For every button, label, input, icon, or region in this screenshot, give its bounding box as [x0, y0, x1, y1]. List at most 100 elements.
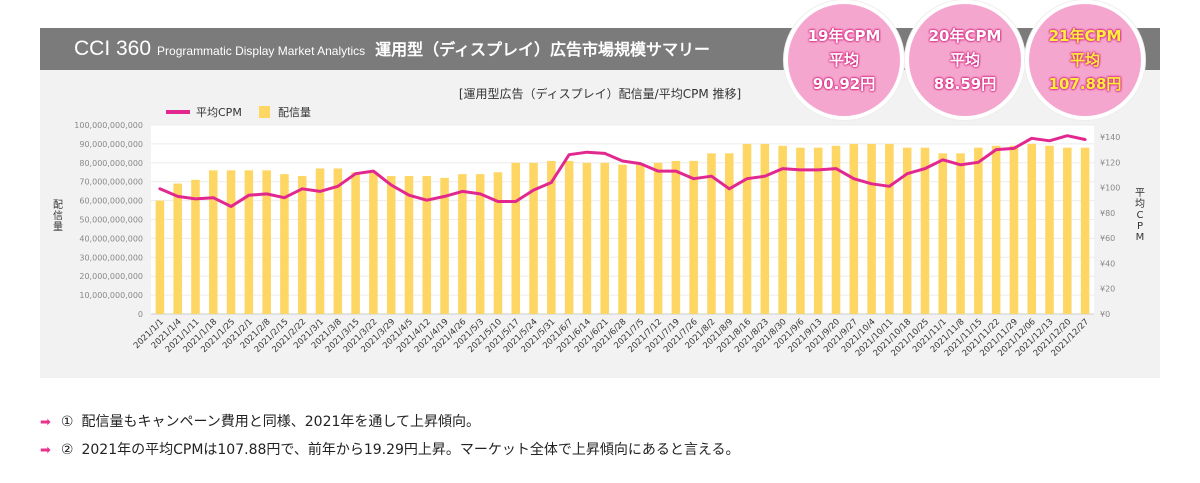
cpm-2021-bubble: 21年CPM 平均 107.88円	[1025, 0, 1145, 120]
bar	[742, 143, 752, 314]
bar	[493, 172, 503, 314]
bar	[636, 164, 645, 314]
bubble-label: 平均	[949, 51, 980, 69]
arrow-right-icon: ➡	[40, 415, 51, 430]
bar	[938, 153, 948, 314]
bar	[564, 160, 574, 314]
bar	[458, 174, 467, 314]
y2-tick-label: ¥20	[1100, 285, 1115, 294]
y-axis-right: ¥0 ¥20 ¥40 ¥60 ¥80 ¥100 ¥120 ¥140	[1100, 133, 1120, 319]
bar	[226, 170, 236, 314]
y-tick-label: 10,000,000,000	[79, 291, 143, 300]
bar	[813, 147, 823, 314]
bar	[1045, 145, 1054, 314]
y-tick-label: 0	[138, 310, 143, 319]
page-title: 運用型（ディスプレイ）広告市場規模サマリー	[375, 40, 710, 59]
y-tick-label: 50,000,000,000	[79, 216, 143, 225]
bar	[351, 172, 360, 314]
bar	[547, 160, 556, 314]
bar	[600, 162, 609, 314]
bar	[653, 162, 663, 314]
y-tick-label: 70,000,000,000	[79, 178, 143, 187]
bar	[529, 162, 538, 314]
bar-series	[155, 143, 1090, 314]
bar	[671, 160, 681, 314]
bar	[315, 168, 325, 314]
legend-label-volume: 配信量	[278, 106, 311, 119]
bar	[404, 176, 414, 314]
y2-tick-label: ¥120	[1100, 158, 1120, 167]
bar	[618, 164, 627, 314]
bar	[440, 177, 449, 314]
bar	[386, 176, 396, 314]
cpm-2019-bubble: 19年CPM 平均 90.92円	[784, 0, 904, 120]
bar	[244, 170, 254, 314]
note-number: ②	[60, 442, 74, 458]
chart: [運用型広告（ディスプレイ）配信量/平均CPM 推移] 平均CPM 配信量 0 1…	[53, 86, 1145, 359]
bar	[1027, 143, 1036, 314]
y-tick-label: 90,000,000,000	[79, 140, 143, 149]
bar	[689, 160, 698, 314]
bar	[582, 162, 592, 314]
y2-tick-label: ¥60	[1100, 234, 1115, 243]
y-tick-label: 60,000,000,000	[79, 197, 143, 206]
bar	[707, 153, 716, 314]
y2-tick-label: ¥0	[1100, 310, 1110, 319]
brand-subtitle: Programmatic Display Market Analytics	[157, 44, 366, 58]
bubble-label: 平均	[1069, 51, 1100, 69]
y2-tick-label: ¥140	[1100, 133, 1120, 142]
bar	[724, 153, 734, 314]
bar	[920, 147, 930, 314]
bar	[173, 183, 182, 314]
y-tick-label: 30,000,000,000	[79, 253, 143, 262]
bubble-year: 20年CPM	[928, 27, 1002, 45]
bar	[280, 174, 289, 314]
y-tick-label: 40,000,000,000	[79, 234, 143, 243]
bar	[191, 179, 200, 314]
bar	[991, 145, 1001, 314]
y-tick-label: 20,000,000,000	[79, 272, 143, 281]
y2-tick-label: ¥80	[1100, 209, 1115, 218]
bubble-value: 90.92円	[812, 75, 876, 93]
bar	[849, 143, 859, 314]
legend-bar-swatch	[259, 106, 270, 118]
legend-label-cpm: 平均CPM	[196, 106, 242, 119]
bar	[1080, 147, 1090, 314]
bar	[422, 176, 432, 314]
note-text: 2021年の平均CPMは107.88円で、前年から19.29円上昇。マーケット全…	[81, 442, 740, 458]
bar	[475, 174, 485, 314]
bar	[885, 143, 894, 314]
bubble-year: 21年CPM	[1048, 27, 1122, 45]
bar	[297, 176, 307, 314]
bar	[956, 153, 965, 314]
cpm-2020-bubble: 20年CPM 平均 88.59円	[905, 0, 1025, 120]
y2-axis-label: 平均 C P M	[1135, 188, 1145, 243]
chart-title: [運用型広告（ディスプレイ）配信量/平均CPM 推移]	[459, 86, 741, 101]
bar	[1009, 145, 1019, 314]
bar	[831, 145, 841, 314]
bar	[333, 168, 343, 314]
bubble-value: 88.59円	[933, 75, 997, 93]
y-tick-label: 80,000,000,000	[79, 159, 143, 168]
notes: ➡ ① 配信量もキャンペーン費用と同様、2021年を通して上昇傾向。 ➡ ② 2021年…	[40, 408, 739, 464]
y-tick-label: 100,000,000,000	[74, 121, 143, 130]
bubble-value: 107.88円	[1048, 75, 1122, 93]
bar	[262, 170, 271, 314]
bar	[902, 147, 912, 314]
y-axis-label: 配信量	[53, 199, 63, 233]
bubble-year: 19年CPM	[807, 27, 881, 45]
legend: 平均CPM 配信量	[166, 106, 311, 119]
y2-tick-label: ¥100	[1100, 184, 1120, 193]
y2-tick-label: ¥40	[1100, 259, 1115, 268]
cpm-line	[158, 134, 1087, 208]
bar	[209, 170, 218, 314]
bar	[511, 162, 521, 314]
bar	[1063, 147, 1072, 314]
y-axis-left: 0 10,000,000,000 20,000,000,000 30,000,000,…	[74, 121, 143, 319]
bar	[369, 172, 378, 314]
note-item: ➡ ① 配信量もキャンペーン費用と同様、2021年を通して上昇傾向。	[40, 408, 739, 436]
header-title: CCI 360 Programmatic Display Market Analy…	[74, 28, 710, 70]
bubble-label: 平均	[828, 51, 859, 69]
arrow-right-icon: ➡	[40, 443, 51, 458]
x-axis: 2021/1/12021/1/42021/1/112021/1/182021/1…	[132, 317, 1091, 359]
